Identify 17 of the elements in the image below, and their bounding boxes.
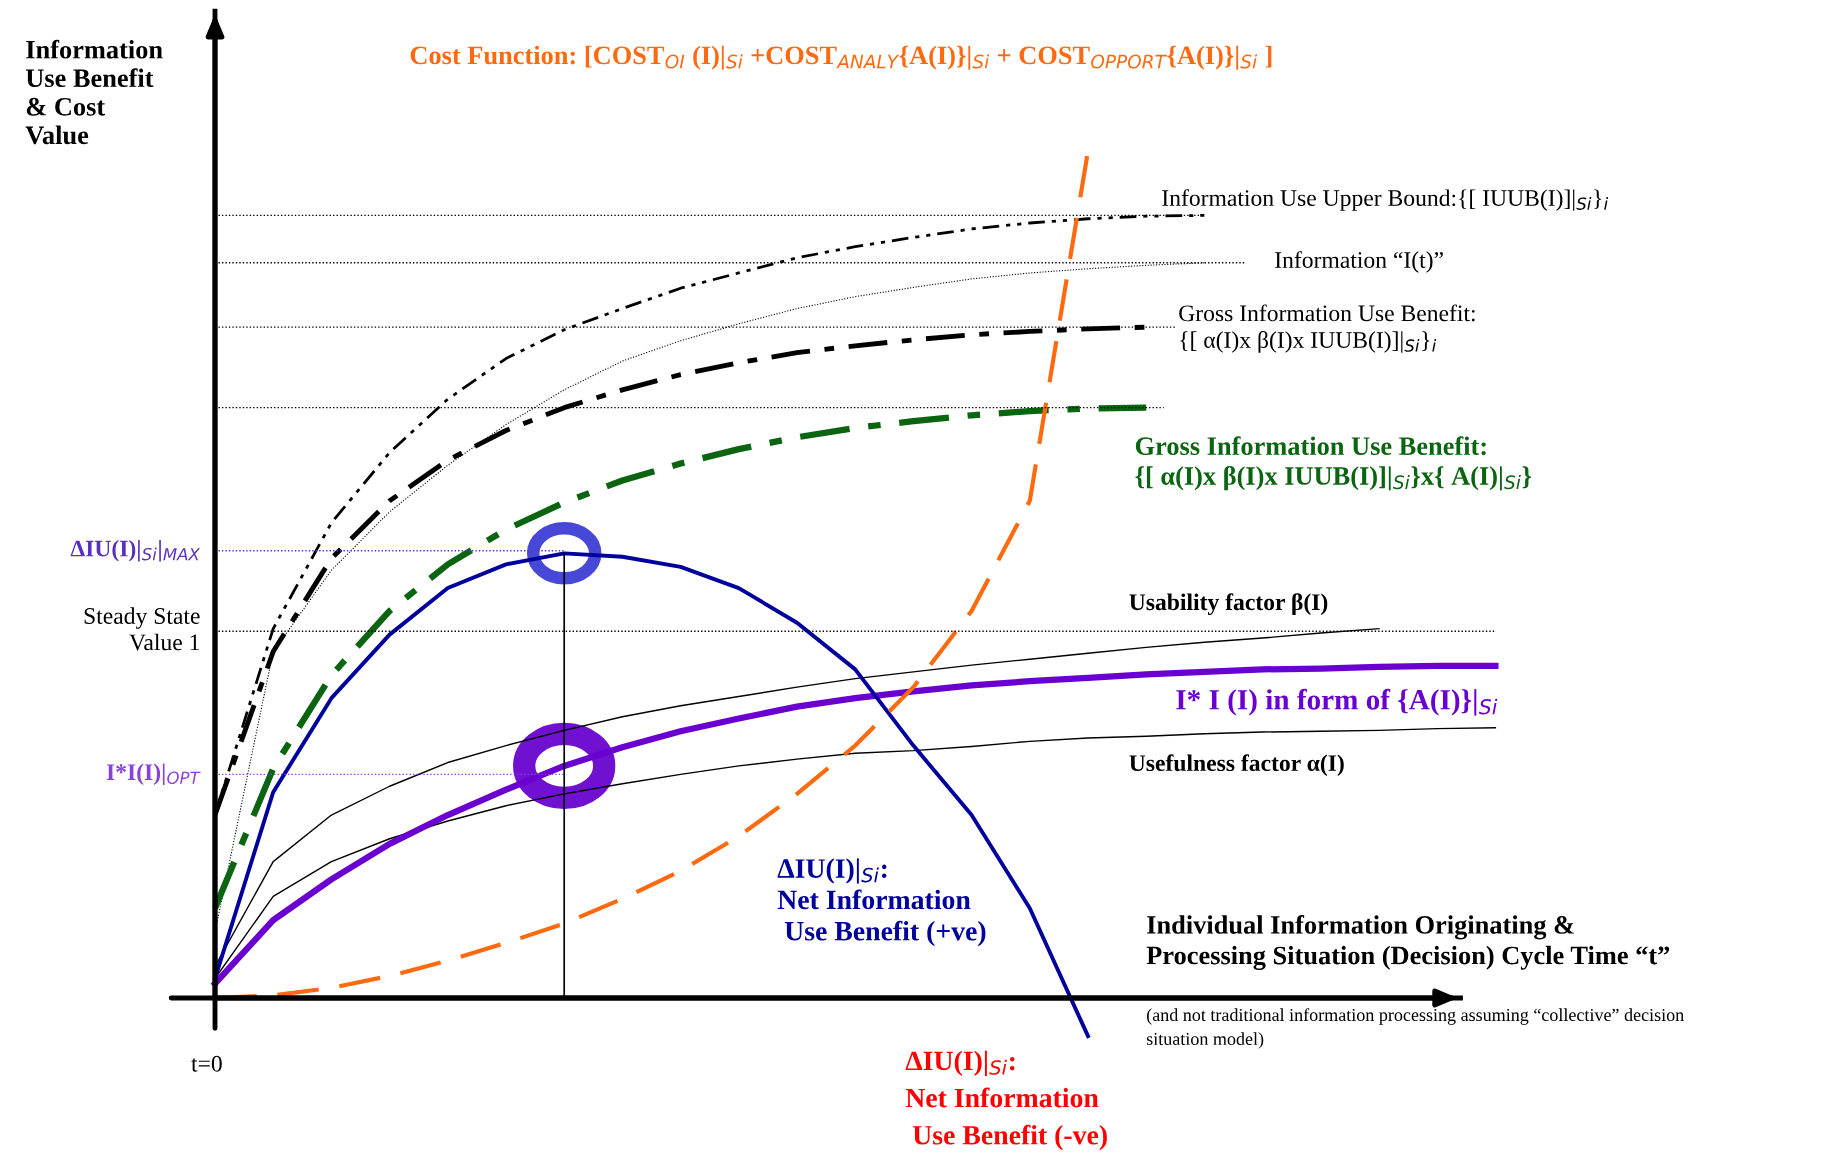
series-label: ΔIU(I)|$_{Si}$: Net Information Use Benefit (+ve) xyxy=(777,858,986,947)
text: Cost Function: [COST$_{OI}$ (I)|$_{Si}$ +COST$_{ANALY}${A(I)}|$_{Si}$ + COST$_{OPPORT}${A(I)}|$_{Si}$ ] xyxy=(410,45,1272,70)
series-label: I* I (I) in form of {A(I)}|$_{Si}$ xyxy=(1176,688,1498,716)
series-label: Gross Information Use Benefit: {[ α(I)x β(I)x IUUB(I)]|$_{Si}$}x{ A(I)|$_{Si}$} xyxy=(1135,436,1532,491)
text: ΔIU(I)|$_{Si}$: Net Information Use Benefit (-ve) xyxy=(905,1050,1107,1151)
x-axis-title: Individual Information Originating & Processing Situation (Decision) Cycle Time “t” xyxy=(1146,914,1670,970)
text: t=0 xyxy=(191,1055,222,1072)
ref-line-label: Steady State Value 1 xyxy=(84,607,200,651)
text: Information “I(t)” xyxy=(1275,251,1443,273)
series-label: Usability factor β(I) xyxy=(1129,593,1328,615)
ref-line-label: I*I(I)|$_{OPT}$ xyxy=(106,763,201,786)
y-axis-title: Information Use Benefit & Cost Value xyxy=(25,39,163,145)
series-label: Information Use Upper Bound:{[ IUUB(I)]|$_{Si}$}$_{i}$ xyxy=(1162,189,1609,211)
series-label: Gross Information Use Benefit: {[ α(I)x β(I)x IUUB(I)]|$_{Si}$}$_{i}$ xyxy=(1179,304,1475,353)
series-label: Usefulness factor α(I) xyxy=(1129,754,1344,776)
ref-line-label: ΔIU(I)|$_{Si}$|$_{MAX}$ xyxy=(70,539,201,562)
annotation: (and not traditional information processing assuming “collective” decision situation model) xyxy=(1146,1008,1684,1049)
